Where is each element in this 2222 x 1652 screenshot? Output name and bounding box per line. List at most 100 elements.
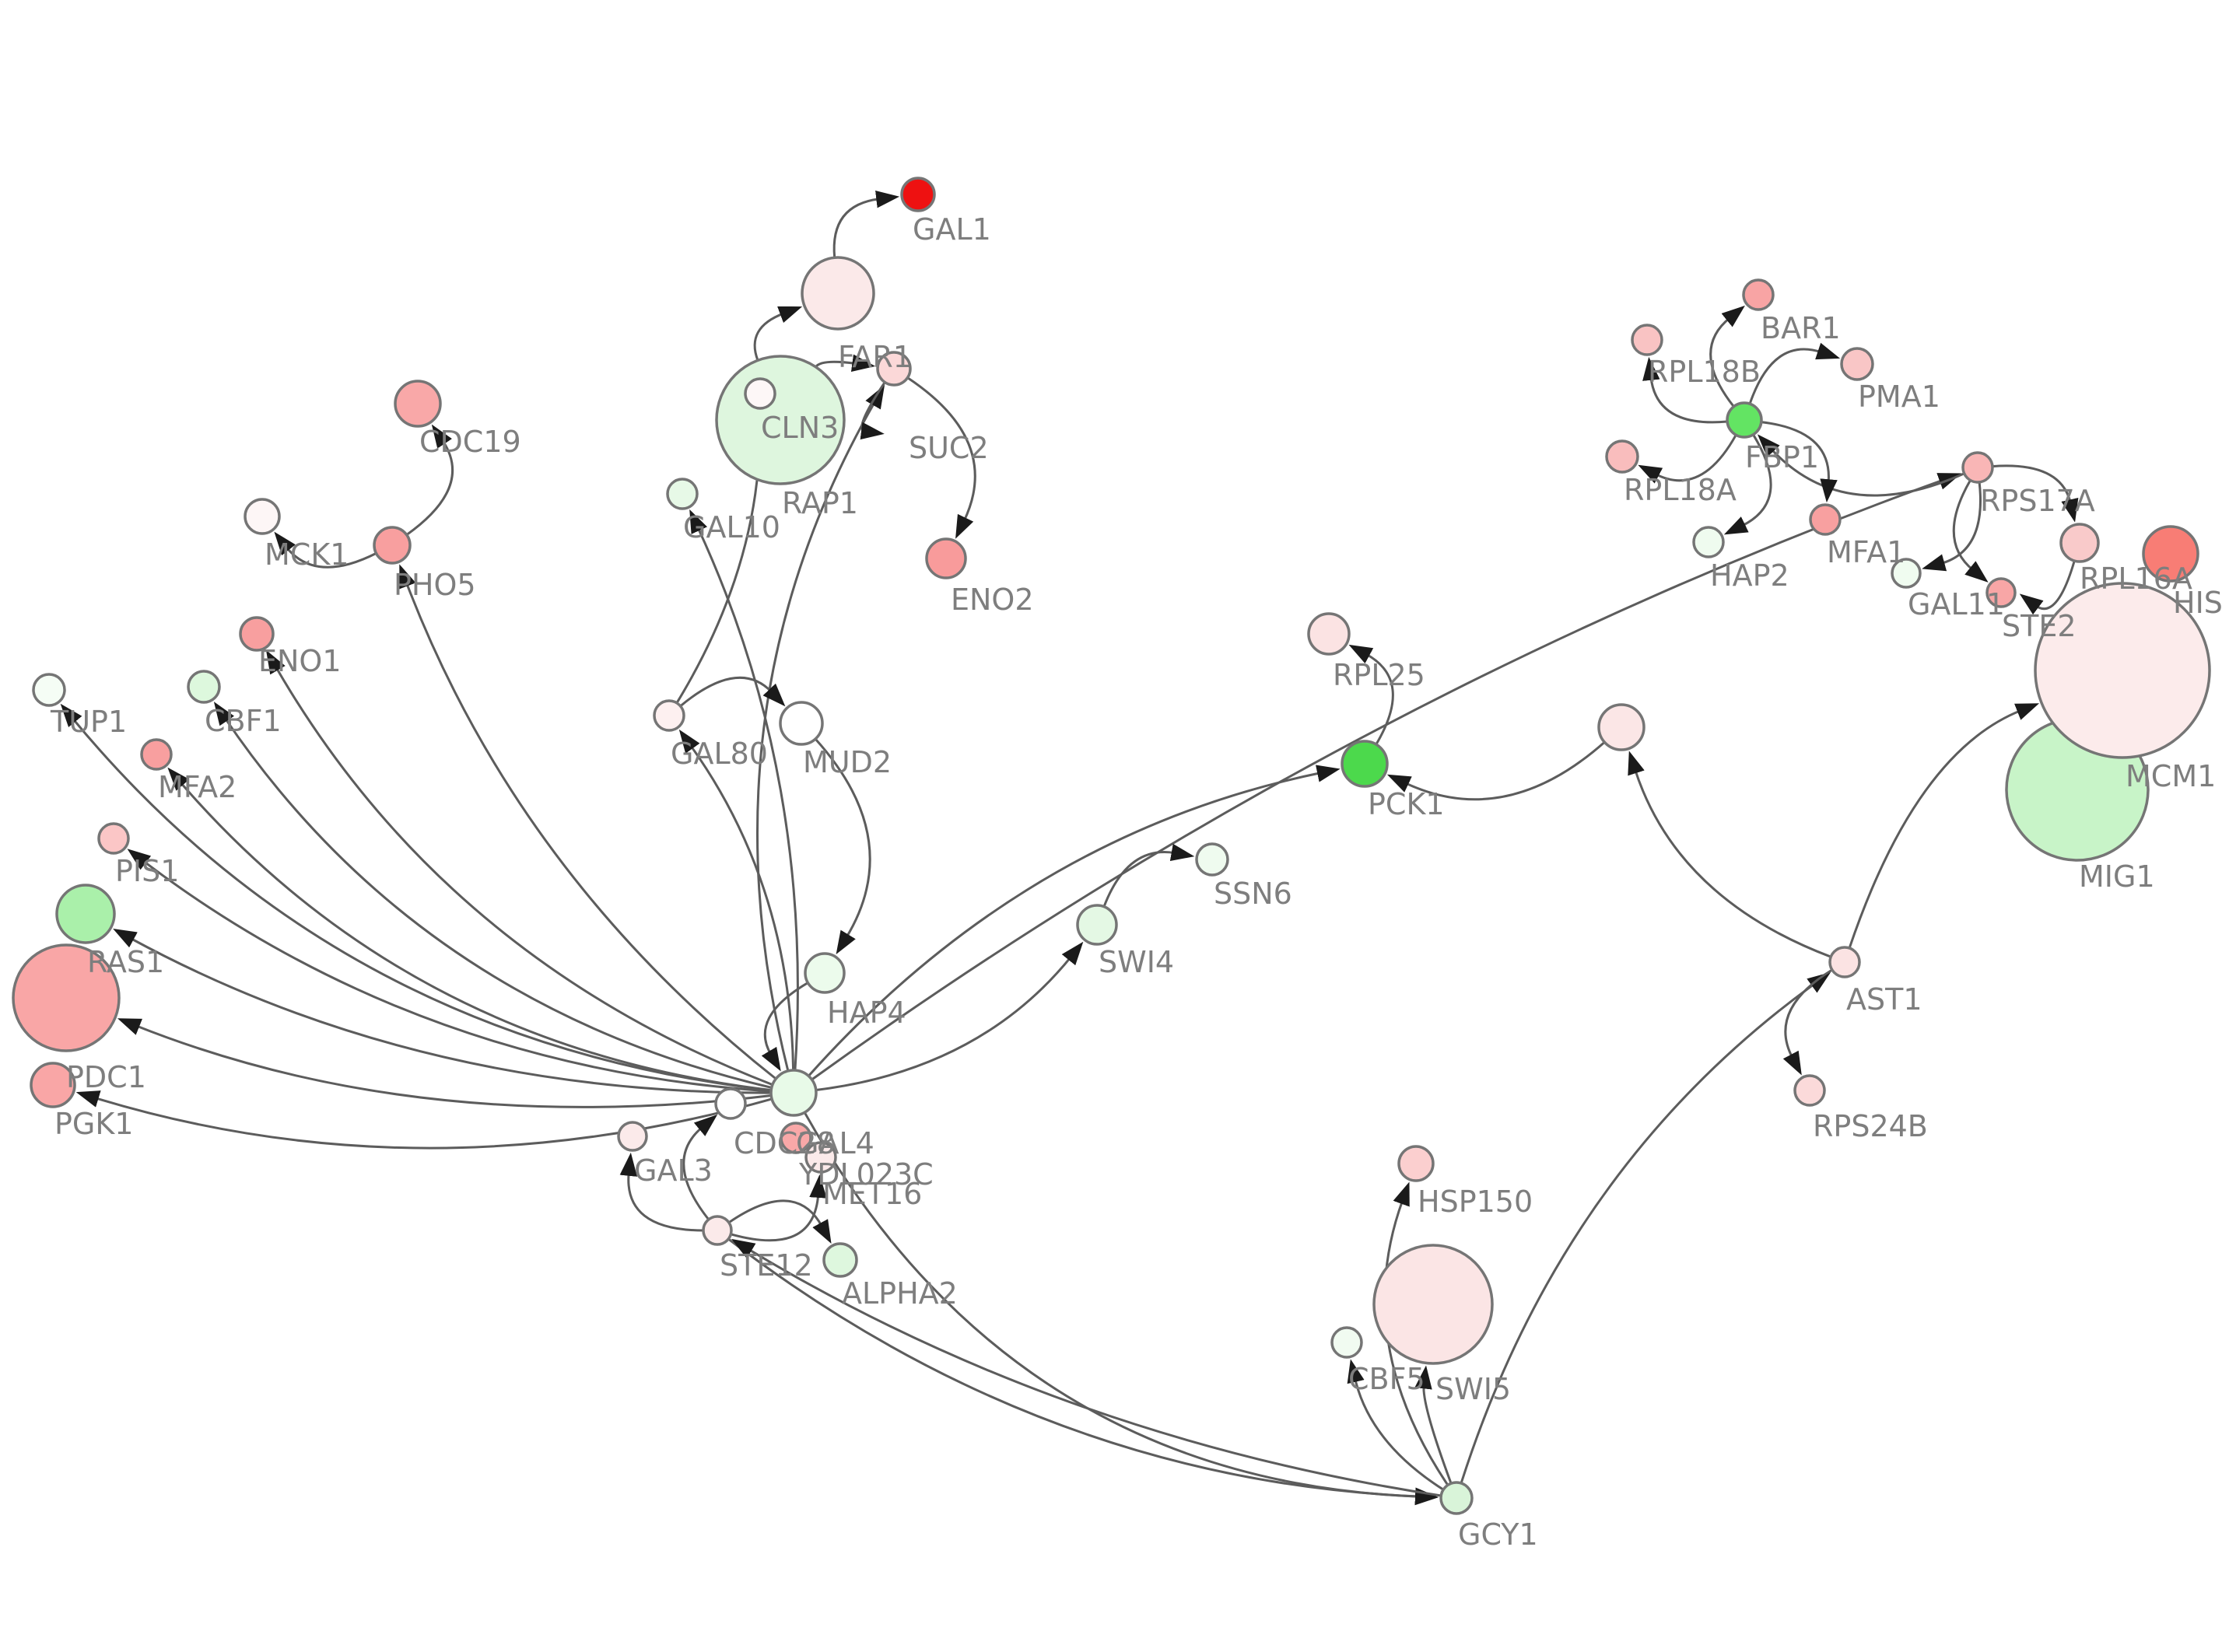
edge-GAL4-GCY1[interactable] — [803, 1111, 1439, 1506]
edge-GAL4-PHO5[interactable] — [399, 564, 777, 1080]
edge-GCY1-SWI5[interactable] — [1414, 1365, 1453, 1484]
edge-UNNAMED_1-PCK1[interactable] — [1386, 741, 1606, 801]
node-RPL18A[interactable] — [1605, 439, 1639, 474]
edge-GCY1-CBF5[interactable] — [1347, 1359, 1444, 1491]
node-MFA2[interactable] — [140, 738, 173, 771]
node-GAL3[interactable] — [617, 1121, 648, 1152]
node-CBF1[interactable] — [187, 670, 221, 704]
edge-PCK1-RPL25[interactable] — [1348, 644, 1394, 745]
node-GAL11[interactable] — [1891, 558, 1922, 589]
edge-GAL4-GAL10[interactable] — [689, 509, 799, 1071]
node-PMA1[interactable] — [1840, 347, 1874, 381]
node-GAL4[interactable] — [769, 1069, 818, 1117]
node-RPS17A[interactable] — [1961, 451, 1994, 484]
edge-GAL4-GAL80[interactable] — [678, 729, 795, 1071]
edge-GAL80-MUD2[interactable] — [679, 676, 786, 707]
edge-RPS17A-STE2[interactable] — [1952, 479, 1989, 583]
node-STE2[interactable] — [1985, 577, 2017, 608]
node-MCK1[interactable] — [244, 498, 281, 535]
edge-GAL4-PCK1[interactable] — [808, 765, 1341, 1077]
node-PGK1[interactable] — [30, 1062, 76, 1108]
node-RPL18B[interactable] — [1631, 324, 1663, 356]
edge-GAL4-PIS1[interactable] — [127, 849, 772, 1093]
node-CDC19[interactable] — [394, 380, 442, 428]
node-HSP150[interactable] — [1397, 1145, 1435, 1182]
edge-STE12-GCY1[interactable] — [727, 1237, 1439, 1506]
edge-STE12-ALPHA2[interactable] — [728, 1199, 832, 1244]
edge-RPS17A-FBP1[interactable] — [1758, 434, 1965, 497]
edge-AST1-RPS24B[interactable] — [1782, 968, 1833, 1076]
edge-RPS17A-GAL11[interactable] — [1922, 481, 1982, 572]
edge-SUC2-RAP1[interactable] — [860, 381, 886, 440]
node-AST1[interactable] — [1828, 946, 1861, 978]
node-SSN6[interactable] — [1195, 842, 1229, 877]
node-CDC28[interactable] — [714, 1087, 747, 1120]
node-MUD2[interactable] — [779, 701, 824, 746]
node-PHO5[interactable] — [373, 526, 412, 565]
edge-FBP1-RPL18A[interactable] — [1638, 434, 1737, 484]
node-CLN3[interactable] — [744, 377, 776, 410]
node-HAP4[interactable] — [804, 952, 846, 994]
edge-FBP1-MFA1[interactable] — [1761, 421, 1838, 503]
node-GCY1[interactable] — [1439, 1481, 1474, 1515]
node-TUP1[interactable] — [32, 673, 66, 707]
node-BAR1[interactable] — [1742, 278, 1775, 311]
node-SUC2[interactable] — [876, 351, 912, 387]
node-SWI5[interactable] — [1372, 1244, 1494, 1365]
node-RAS1[interactable] — [55, 884, 116, 944]
node-PCK1[interactable] — [1341, 740, 1389, 788]
edge-SWI4-SSN6[interactable] — [1102, 843, 1195, 908]
node-GAL80[interactable] — [653, 699, 685, 732]
edge-AST1-UNNAMED_1[interactable] — [1628, 751, 1831, 958]
edge-GCY1-AST1[interactable] — [1460, 971, 1831, 1484]
edge-GAL4-CBF1[interactable] — [213, 702, 773, 1089]
edge-MUD2-HAP4[interactable] — [814, 738, 871, 955]
edge-FBP1-RPL18B[interactable] — [1642, 356, 1728, 424]
node-GAL10[interactable] — [666, 478, 699, 510]
node-STE12[interactable] — [702, 1215, 733, 1246]
node-FAR1[interactable] — [801, 256, 875, 331]
edge-STE12-GAL3[interactable] — [619, 1152, 704, 1232]
edge-STE12-MET16[interactable] — [730, 1174, 827, 1242]
node-YDL023C[interactable] — [780, 1122, 812, 1154]
node-SWI4[interactable] — [1076, 904, 1118, 946]
node-CBF5[interactable] — [1330, 1326, 1363, 1359]
edge-GAL4-SUC2[interactable] — [756, 384, 885, 1072]
node-ENO2[interactable] — [925, 537, 967, 579]
node-ENO1[interactable] — [239, 616, 275, 652]
edge-GAL4-MFA2[interactable] — [167, 767, 772, 1092]
edge-GAL4-SWI4[interactable] — [815, 941, 1084, 1091]
node-HAP2[interactable] — [1692, 526, 1725, 558]
edge-RPS17A-RPL16A[interactable] — [1992, 464, 2079, 523]
node-RPL25[interactable] — [1307, 612, 1351, 656]
node-ALPHA2[interactable] — [822, 1242, 858, 1278]
edge-FAR1-GAL1[interactable] — [832, 191, 900, 258]
node-RPL16A[interactable] — [2059, 523, 2100, 563]
edge-FBP1-BAR1[interactable] — [1709, 305, 1745, 408]
edge-SUC2-ENO2[interactable] — [906, 376, 976, 539]
edge-AST1-MCM1[interactable] — [1848, 703, 2040, 949]
edge-PHO5-CDC19[interactable] — [405, 424, 454, 536]
edge-RPL16A-MCM1[interactable] — [2019, 560, 2076, 615]
node-MET16[interactable] — [804, 1141, 837, 1174]
edge-GAL4-RAS1[interactable] — [113, 929, 772, 1094]
node-PIS1[interactable] — [97, 822, 130, 855]
edge-GAL4-PGK1[interactable] — [75, 1090, 773, 1150]
node-GAL1[interactable] — [900, 177, 936, 212]
edge-GAL4-RPS17A[interactable] — [811, 473, 1962, 1081]
edge-RAP1-SUC2[interactable] — [815, 354, 876, 372]
node-MCM1[interactable] — [2034, 582, 2211, 759]
node-MFA1[interactable] — [1809, 503, 1842, 536]
node-PDC1[interactable] — [12, 943, 121, 1052]
node-HIS4[interactable] — [2142, 525, 2199, 583]
edge-GCY1-STE12[interactable] — [731, 1238, 1442, 1497]
node-RPS24B[interactable] — [1793, 1074, 1826, 1107]
edge-GAL4-PDC1[interactable] — [117, 1018, 772, 1108]
edge-HAP4-GAL4[interactable] — [761, 982, 809, 1072]
edge-RAP1-FAR1[interactable] — [753, 306, 803, 361]
node-FBP1[interactable] — [1726, 401, 1763, 439]
edge-GAL4-TUP1[interactable] — [60, 703, 772, 1092]
node-UNNAMED_1[interactable] — [1597, 703, 1645, 751]
edge-STE12-CDC28[interactable] — [682, 1115, 718, 1220]
